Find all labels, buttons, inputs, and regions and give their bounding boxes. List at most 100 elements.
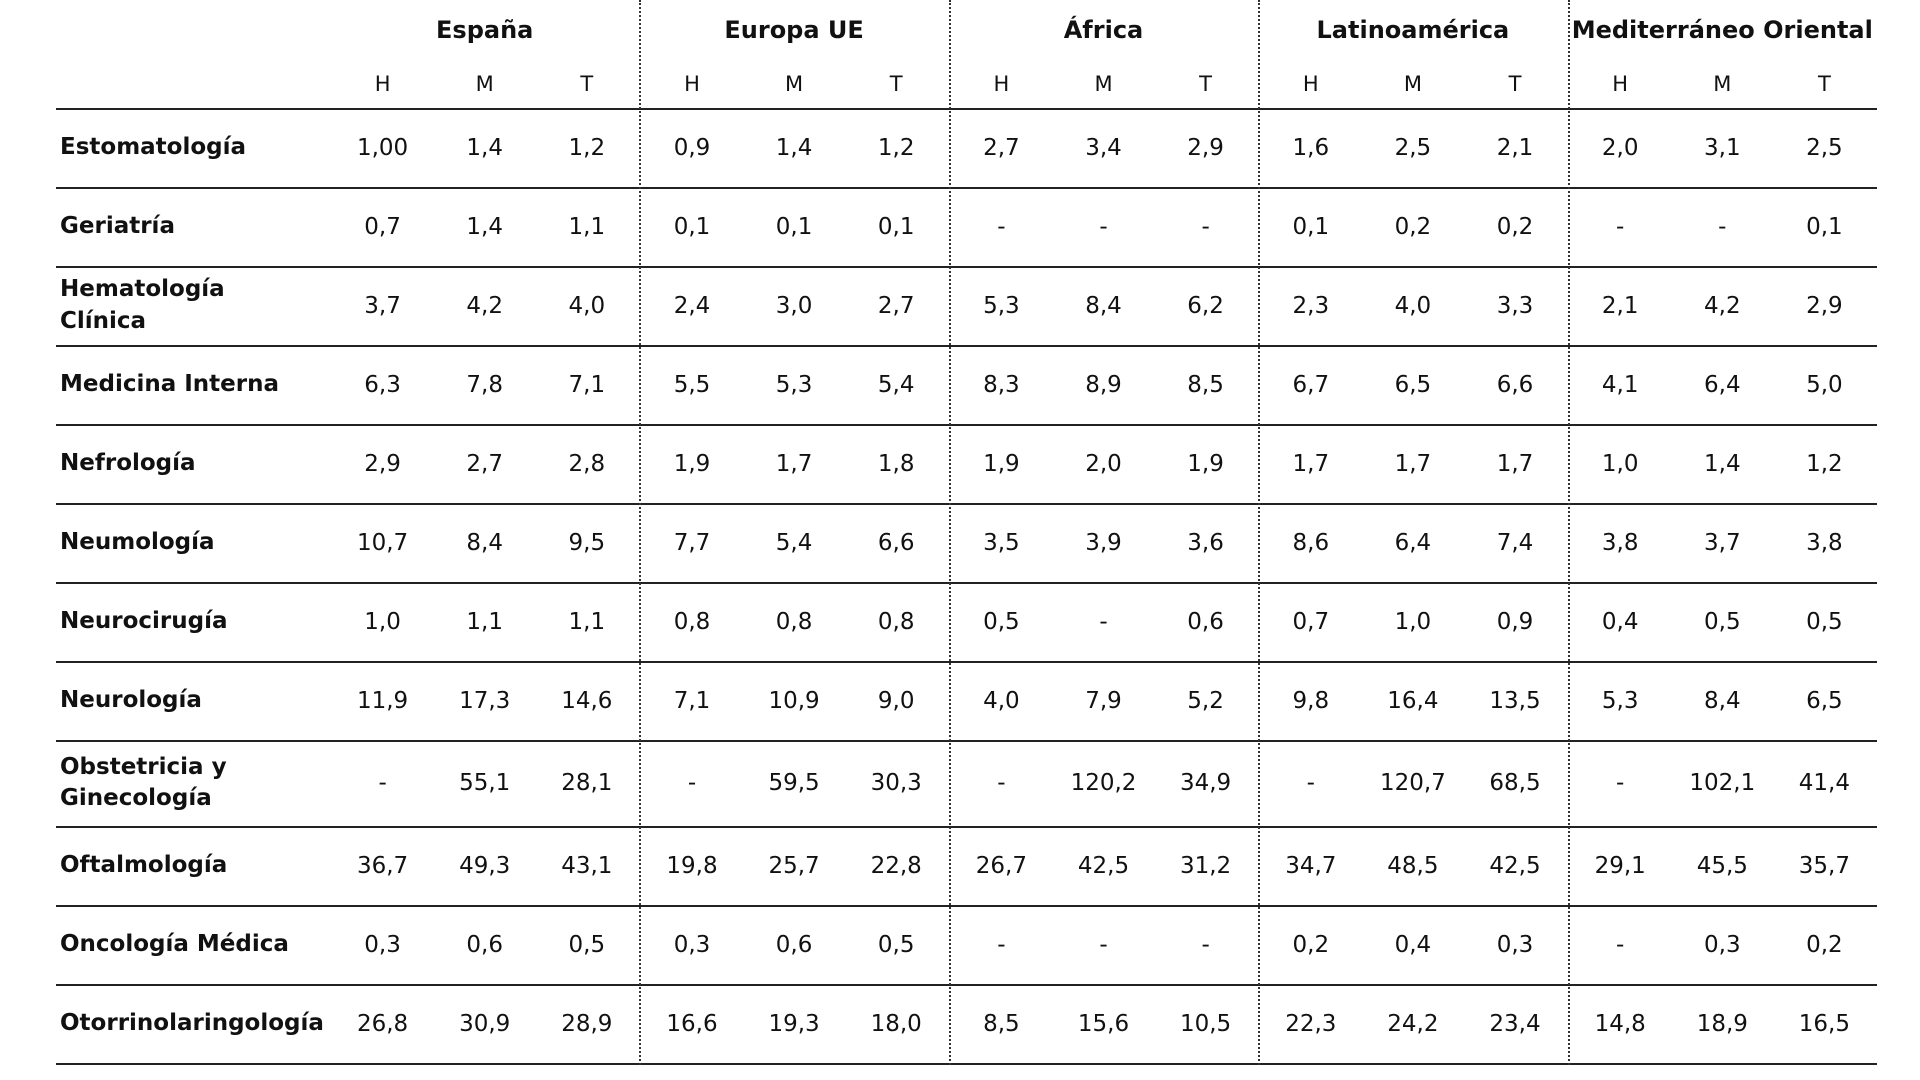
value-cell: 1,7 xyxy=(1394,450,1432,477)
value-cell: 3,5 xyxy=(983,529,1020,556)
value-cell: 43,1 xyxy=(561,852,613,879)
value-cell: 2,7 xyxy=(877,292,915,319)
value-cell: 3,8 xyxy=(1806,529,1843,556)
value-cell: 4,0 xyxy=(1394,292,1432,319)
value-cell: 8,9 xyxy=(1085,371,1122,398)
value-cell: 0,2 xyxy=(1806,931,1843,958)
rule xyxy=(56,905,1877,907)
rule xyxy=(56,661,1877,663)
value-cell: 2,5 xyxy=(1806,134,1843,161)
value-cell: 0,1 xyxy=(775,213,813,240)
column-header: H xyxy=(1302,72,1319,96)
value-cell: 0,8 xyxy=(775,608,813,635)
value-cell: 8,5 xyxy=(1187,371,1224,398)
value-cell: 49,3 xyxy=(459,852,511,879)
value-cell: 3,7 xyxy=(364,292,401,319)
value-cell: 4,1 xyxy=(1601,371,1639,398)
value-cell: 1,00 xyxy=(356,134,409,161)
value-cell: 2,7 xyxy=(466,450,503,477)
value-cell: 9,5 xyxy=(568,529,606,556)
value-cell: 13,5 xyxy=(1489,687,1541,714)
value-cell: 0,8 xyxy=(673,608,711,635)
value-cell: 120,2 xyxy=(1070,770,1137,796)
value-cell: 17,3 xyxy=(459,687,511,714)
value-cell: 9,0 xyxy=(877,687,915,714)
value-cell: 31,2 xyxy=(1179,852,1232,879)
value-cell: 16,5 xyxy=(1798,1010,1850,1037)
value-cell: 0,6 xyxy=(466,931,503,958)
rule xyxy=(56,266,1877,268)
value-cell: 6,7 xyxy=(1292,371,1330,398)
value-cell: 5,4 xyxy=(877,371,915,398)
value-cell: 1,4 xyxy=(466,213,503,240)
group-header: Europa UE xyxy=(724,16,864,44)
column-header: H xyxy=(1612,72,1629,96)
value-cell: 48,5 xyxy=(1387,852,1439,879)
rule xyxy=(56,582,1877,584)
value-cell: 6,6 xyxy=(877,529,915,556)
value-cell: 6,3 xyxy=(364,371,401,398)
value-cell: 1,4 xyxy=(466,134,503,161)
row-label: Neurocirugía xyxy=(60,607,228,634)
value-cell: 0,9 xyxy=(1496,608,1534,635)
group-header: Mediterráneo Oriental xyxy=(1571,16,1873,44)
value-cell: 8,6 xyxy=(1292,529,1330,556)
value-cell: 0,5 xyxy=(1704,608,1741,635)
value-cell: 6,5 xyxy=(1394,371,1432,398)
row-label: Obstetricia y Ginecología xyxy=(60,753,227,811)
value-cell: 6,5 xyxy=(1806,687,1843,714)
value-cell: 0,3 xyxy=(1496,931,1534,958)
value-cell: 2,0 xyxy=(1601,134,1639,161)
value-cell: 0,7 xyxy=(364,213,401,240)
value-cell: - xyxy=(1201,213,1210,240)
value-cell: 0,1 xyxy=(673,213,711,240)
value-cell: 5,4 xyxy=(775,529,813,556)
value-cell: 0,2 xyxy=(1496,213,1534,240)
value-cell: 102,1 xyxy=(1689,770,1756,796)
value-cell: - xyxy=(1718,213,1727,240)
row-label: Neurología xyxy=(60,686,202,713)
column-header: T xyxy=(580,72,594,96)
value-cell: 3,1 xyxy=(1704,134,1741,161)
value-cell: 0,3 xyxy=(1704,931,1741,958)
value-cell: 16,4 xyxy=(1387,687,1439,714)
value-cell: 2,4 xyxy=(673,292,711,319)
value-cell: 9,8 xyxy=(1292,687,1330,714)
value-cell: 10,7 xyxy=(356,529,409,556)
value-cell: 18,9 xyxy=(1696,1010,1748,1037)
value-cell: - xyxy=(687,770,697,796)
value-cell: 6,2 xyxy=(1187,292,1224,319)
value-cell: 3,9 xyxy=(1085,529,1122,556)
row-label: Oftalmología xyxy=(60,851,228,878)
row-label: Oncología Médica xyxy=(60,930,289,957)
value-cell: 2,8 xyxy=(568,450,606,477)
value-cell: 1,9 xyxy=(673,450,711,477)
value-cell: - xyxy=(1616,931,1625,958)
rule xyxy=(56,187,1877,189)
value-cell: 1,0 xyxy=(364,608,401,635)
value-cell: 1,4 xyxy=(1704,450,1741,477)
value-cell: 23,4 xyxy=(1489,1010,1541,1037)
value-cell: 0,4 xyxy=(1394,931,1432,958)
value-cell: 16,6 xyxy=(666,1010,718,1037)
rule xyxy=(56,984,1877,986)
row-label: Hematología Clínica xyxy=(60,276,225,334)
value-cell: 15,6 xyxy=(1077,1010,1130,1037)
value-cell: 2,9 xyxy=(1806,292,1843,319)
value-cell: 8,3 xyxy=(983,371,1020,398)
column-header: H xyxy=(684,72,700,96)
row-label: Nefrología xyxy=(60,449,196,476)
value-cell: 0,5 xyxy=(1806,608,1843,635)
value-cell: 7,1 xyxy=(568,371,606,398)
rule xyxy=(56,345,1877,347)
value-cell: 5,3 xyxy=(775,371,813,398)
row-label: Otorrinolaringología xyxy=(60,1009,324,1036)
column-header: T xyxy=(1817,72,1831,96)
value-cell: 1,4 xyxy=(775,134,813,161)
rule xyxy=(56,826,1877,828)
value-cell: 1,1 xyxy=(568,608,606,635)
column-header: T xyxy=(1508,72,1522,96)
value-cell: 5,0 xyxy=(1806,371,1843,398)
value-cell: 28,1 xyxy=(561,770,613,796)
value-cell: 1,9 xyxy=(1187,450,1224,477)
